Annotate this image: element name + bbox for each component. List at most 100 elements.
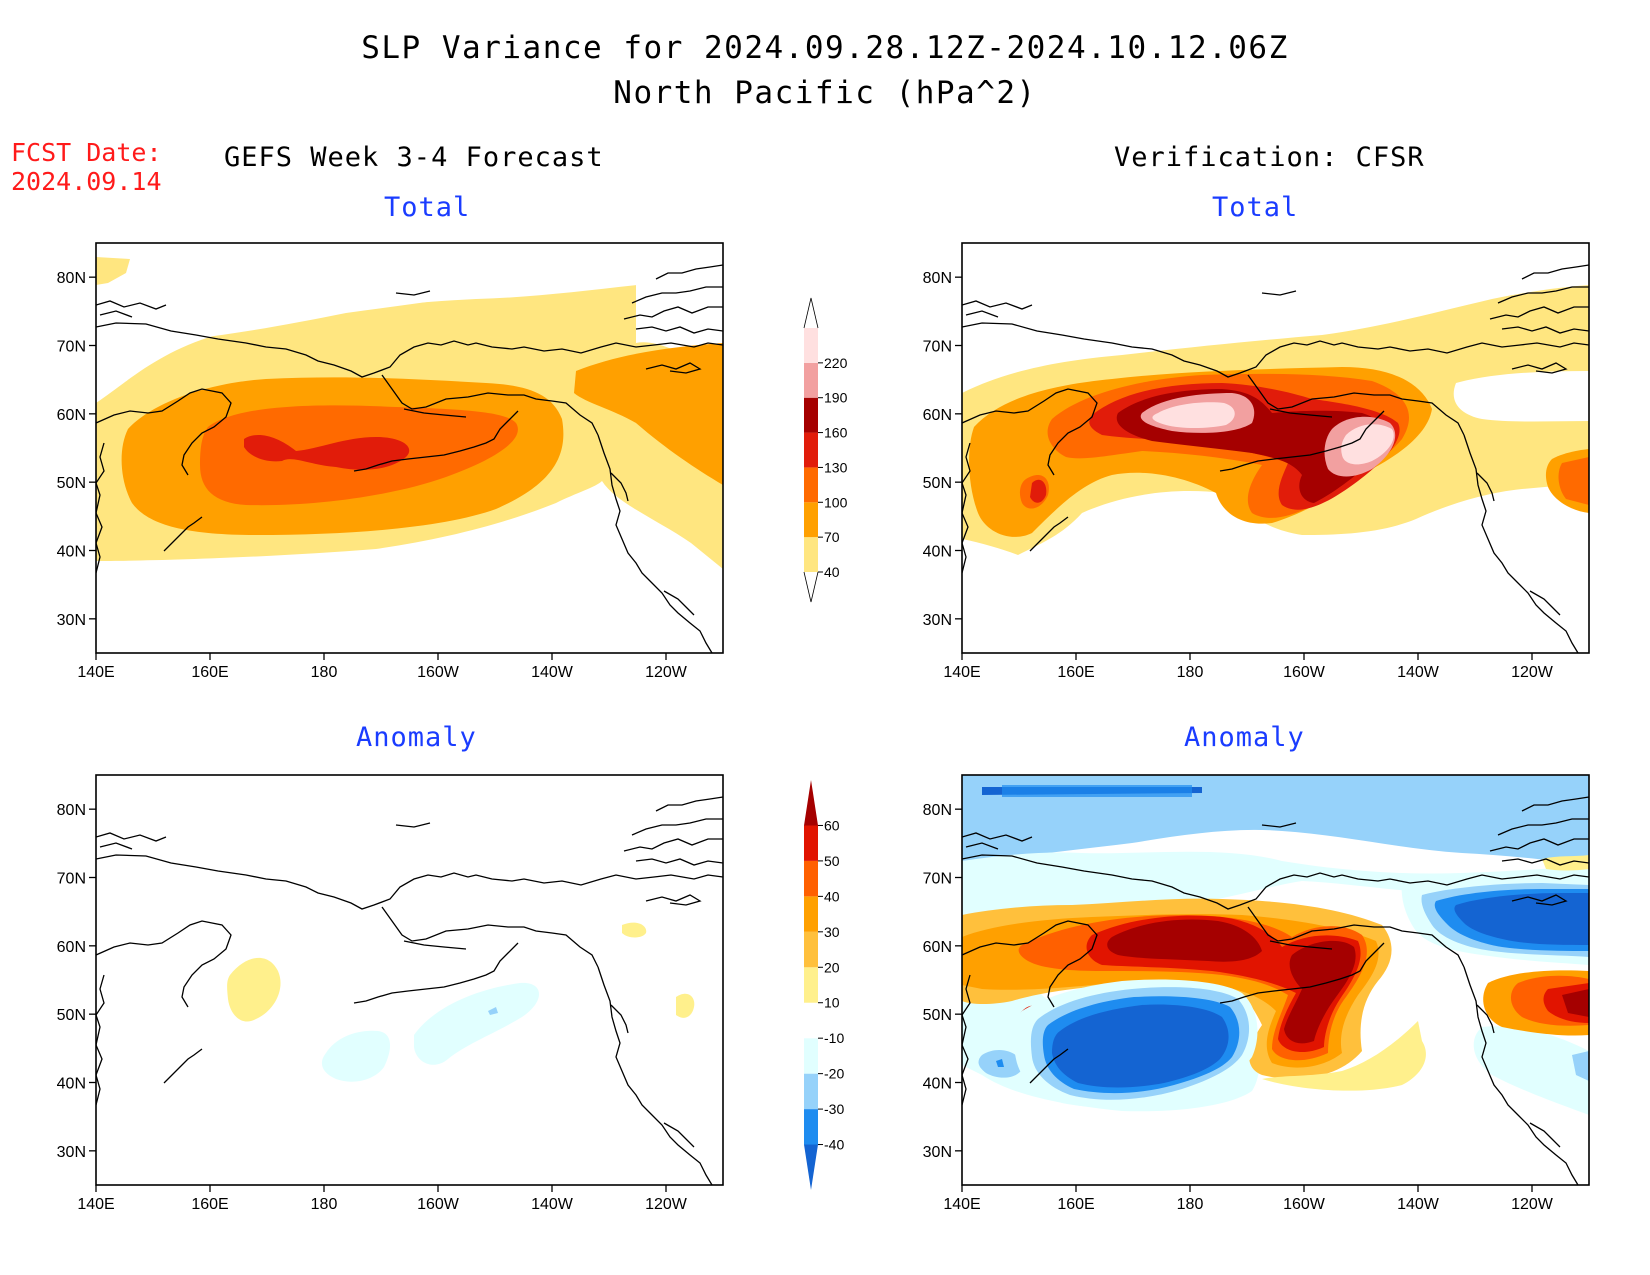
lon-tick-label: 180 — [311, 664, 338, 681]
colorbar-label: 190 — [824, 390, 848, 406]
colorbar-label: 50 — [824, 853, 840, 869]
lon-tick-label: 140W — [1397, 664, 1440, 681]
panel-title-forecast-anomaly: Anomaly — [356, 722, 477, 753]
lon-tick-label: 120W — [645, 1196, 688, 1213]
lat-tick-label: 40N — [57, 1076, 86, 1093]
lat-tick-label: 30N — [57, 1144, 86, 1161]
colorbar-label: -20 — [824, 1066, 844, 1082]
colorbar-swatch — [804, 328, 818, 363]
lat-tick-label: 30N — [923, 612, 952, 629]
map-panel-forecast-anomaly: 80N 70N 60N 50N 40N 30N 140E 160E 180 160W 140W 12… — [57, 774, 724, 1213]
colorbar-label: -10 — [824, 1030, 844, 1046]
lon-tick-label: 120W — [1511, 1196, 1554, 1213]
colorbar-swatch — [804, 967, 818, 1003]
colorbar-swatch — [804, 1002, 818, 1039]
lat-tick-label: 40N — [57, 544, 86, 561]
colorbar-swatch — [804, 1038, 818, 1074]
colorbar-swatch — [804, 502, 818, 538]
lon-tick-label: 160W — [417, 1196, 460, 1213]
lon-tick-label: 140W — [531, 1196, 574, 1213]
panel-title-verification-total: Total — [1212, 192, 1299, 223]
colorbar-label: 130 — [824, 459, 848, 475]
colorbar-label: 20 — [824, 959, 840, 975]
lat-tick-label: 50N — [923, 1007, 952, 1024]
colorbar-cap — [804, 780, 818, 826]
lat-tick-label: 80N — [57, 802, 86, 819]
lat-tick-label: 40N — [923, 544, 952, 561]
colorbar-label: 100 — [824, 494, 848, 510]
lon-tick-label: 160W — [417, 664, 460, 681]
colorbar-cap — [803, 297, 819, 329]
lat-tick-label: 60N — [923, 407, 952, 424]
panel-title-forecast-total: Total — [384, 192, 471, 223]
lat-tick-label: 80N — [923, 802, 952, 819]
colorbar-label: 10 — [824, 995, 840, 1011]
lat-tick-label: 60N — [57, 407, 86, 424]
map-frame — [961, 242, 1590, 654]
lat-tick-label: 50N — [57, 475, 86, 492]
lon-tick-label: 160W — [1283, 1196, 1326, 1213]
panel-title-verification-anomaly: Anomaly — [1184, 722, 1305, 753]
lon-tick-label: 140E — [77, 1196, 114, 1213]
lon-tick-label: 140E — [77, 664, 114, 681]
colorbar-swatch — [804, 467, 818, 503]
lon-tick-label: 160E — [1057, 1196, 1094, 1213]
map-frame — [95, 774, 724, 1186]
lat-tick-label: 60N — [57, 939, 86, 956]
colorbar-cap — [804, 1144, 818, 1190]
forecast-date-value: 2024.09.14 — [11, 167, 162, 196]
colorbar-swatch — [804, 362, 818, 398]
forecast-column-title: GEFS Week 3-4 Forecast — [224, 142, 604, 173]
colorbar-total: 40 70 100 130 160 190 220 — [803, 297, 848, 603]
lat-tick-label: 70N — [923, 871, 952, 888]
lon-tick-label: 140E — [943, 664, 980, 681]
map-frame — [961, 774, 1590, 1186]
colorbar-label: 70 — [824, 529, 840, 545]
lat-tick-label: 30N — [923, 1144, 952, 1161]
verification-column-title: Verification: CFSR — [1114, 142, 1425, 173]
lat-tick-label: 70N — [57, 871, 86, 888]
lon-tick-label: 160E — [191, 664, 228, 681]
colorbar-label: 220 — [824, 355, 848, 371]
colorbar-label: 40 — [824, 888, 840, 904]
colorbar-label: 160 — [824, 425, 848, 441]
lat-tick-label: 50N — [923, 475, 952, 492]
colorbar-swatch — [804, 860, 818, 897]
colorbar-label: 40 — [824, 564, 840, 580]
lat-tick-label: 80N — [923, 270, 952, 287]
colorbar-label: -30 — [824, 1101, 844, 1117]
lat-tick-label: 50N — [57, 1007, 86, 1024]
lat-tick-label: 30N — [57, 612, 86, 629]
figure-title: SLP Variance for 2024.09.28.12Z-2024.10.… — [361, 30, 1289, 66]
lon-tick-label: 140W — [1397, 1196, 1440, 1213]
colorbar-swatch — [804, 825, 818, 861]
map-frame — [95, 242, 724, 654]
colorbar-anomaly: -40 -30 -20 -10 10 20 30 40 50 60 — [804, 780, 844, 1190]
lat-tick-label: 80N — [57, 270, 86, 287]
colorbar-swatch — [804, 537, 818, 572]
colorbar-swatch — [804, 432, 818, 468]
map-panel-verification-anomaly: 80N 70N 60N 50N 40N 30N 140E 160E 180 160W 140W 12… — [923, 774, 1590, 1213]
lat-tick-label: 70N — [57, 339, 86, 356]
colorbar-swatch — [804, 1073, 818, 1110]
lon-tick-label: 140W — [531, 664, 574, 681]
colorbar-swatch — [804, 397, 818, 433]
colorbar-cap — [803, 571, 819, 603]
colorbar-swatch — [804, 896, 818, 932]
colorbar-label: 60 — [824, 817, 840, 833]
map-panel-verification-total: 80N 70N 60N 50N 40N 30N 140E 160E 180 160W 140W 12… — [923, 242, 1590, 681]
lon-tick-label: 120W — [1511, 664, 1554, 681]
lon-tick-label: 180 — [1177, 664, 1204, 681]
forecast-date-label: FCST Date: 2024.09.14 — [11, 138, 162, 196]
lon-tick-label: 120W — [645, 664, 688, 681]
map-panel-forecast-total: 80N 70N 60N 50N 40N 30N 140E 160E 180 160W 140W 12… — [57, 242, 724, 681]
lon-tick-label: 160W — [1283, 664, 1326, 681]
lon-tick-label: 180 — [311, 1196, 338, 1213]
colorbar-swatch — [804, 931, 818, 968]
figure-subtitle: North Pacific (hPa^2) — [613, 75, 1037, 111]
lat-tick-label: 70N — [923, 339, 952, 356]
colorbar-swatch — [804, 1109, 818, 1145]
lon-tick-label: 140E — [943, 1196, 980, 1213]
lat-tick-label: 40N — [923, 1076, 952, 1093]
